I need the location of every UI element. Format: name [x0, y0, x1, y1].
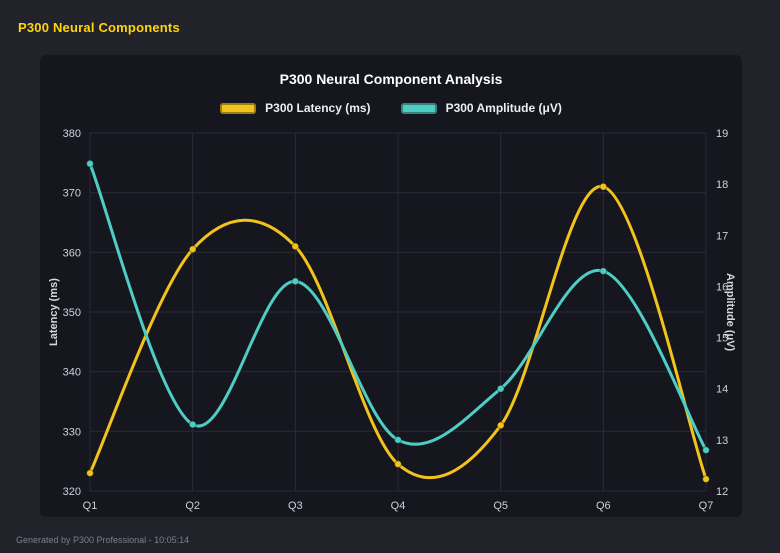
svg-text:370: 370: [63, 188, 81, 200]
svg-text:14: 14: [716, 384, 728, 396]
svg-text:13: 13: [716, 435, 728, 447]
svg-text:15: 15: [716, 333, 728, 345]
chart-legend: P300 Latency (ms) P300 Amplitude (μV): [40, 101, 742, 115]
svg-text:Q3: Q3: [288, 500, 303, 512]
svg-text:17: 17: [716, 230, 728, 242]
chart-card: P300 Neural Component Analysis P300 Late…: [40, 55, 742, 517]
legend-item-latency[interactable]: P300 Latency (ms): [220, 101, 371, 115]
svg-text:19: 19: [716, 128, 728, 140]
svg-text:380: 380: [63, 128, 81, 140]
svg-text:18: 18: [716, 179, 728, 191]
svg-text:12: 12: [716, 486, 728, 498]
page-title: P300 Neural Components: [18, 20, 180, 35]
svg-text:360: 360: [63, 247, 81, 259]
svg-text:340: 340: [63, 367, 81, 379]
svg-text:320: 320: [63, 486, 81, 498]
legend-swatch-latency: [220, 102, 257, 114]
left-axis-title: Latency (ms): [48, 278, 60, 346]
footer-text: Generated by P300 Professional - 10:05:1…: [16, 535, 190, 545]
right-axis-title: Amplitude (μV): [724, 272, 736, 352]
chart-title: P300 Neural Component Analysis: [279, 71, 503, 87]
legend-label-latency: P300 Latency (ms): [265, 101, 371, 115]
legend-item-amplitude[interactable]: P300 Amplitude (μV): [400, 101, 562, 115]
svg-text:Q7: Q7: [699, 500, 714, 512]
svg-text:Q2: Q2: [185, 500, 200, 512]
svg-text:Q5: Q5: [493, 500, 508, 512]
svg-text:Q6: Q6: [596, 500, 611, 512]
svg-text:16: 16: [716, 281, 728, 293]
svg-text:Q1: Q1: [83, 500, 98, 512]
svg-text:Q4: Q4: [391, 500, 406, 512]
svg-text:330: 330: [63, 426, 81, 438]
legend-swatch-amplitude: [400, 102, 437, 114]
legend-label-amplitude: P300 Amplitude (μV): [445, 101, 562, 115]
svg-text:350: 350: [63, 307, 81, 319]
